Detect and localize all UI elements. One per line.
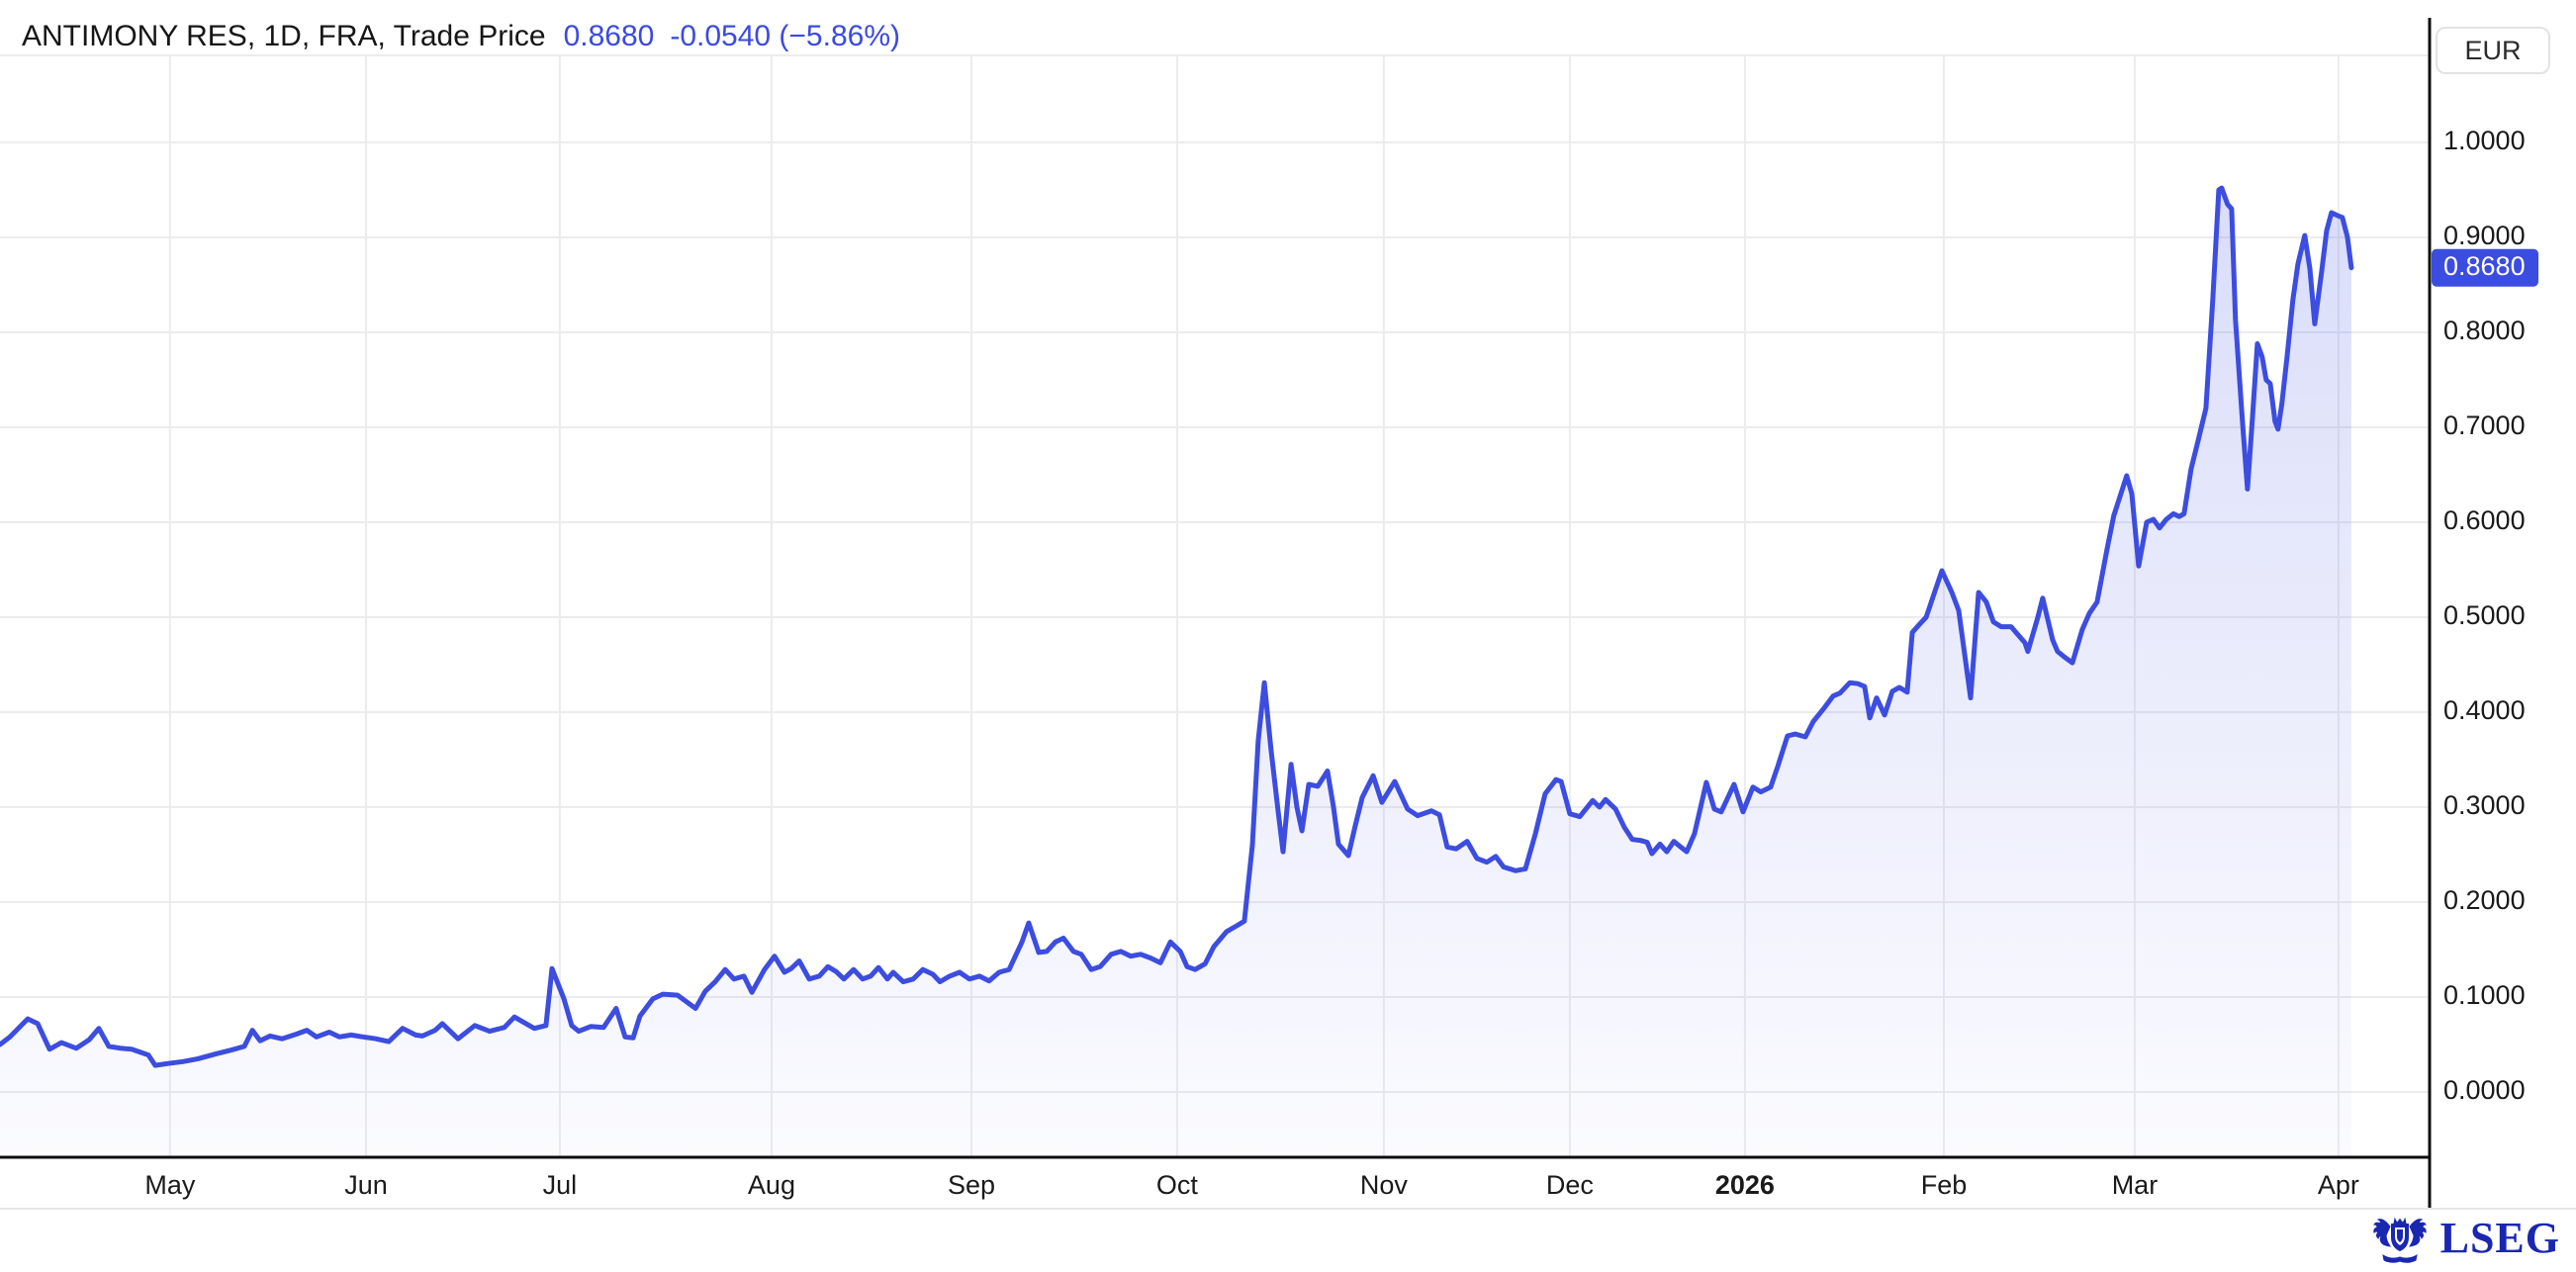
x-tick-label: Nov — [1360, 1170, 1409, 1200]
x-axis-labels: May Jun Jul Aug Sep Oct Nov Dec 2026 Feb Mar Apr — [144, 1170, 2359, 1200]
y-axis-labels: 0.0000 0.1000 0.2000 0.3000 0.4000 0.5000 0.60… — [2443, 126, 2526, 1105]
price-change-text: -0.0540 (−5.86%) — [670, 20, 900, 52]
chart-legend: ANTIMONY RES, 1D, FRA, Trade Price 0.8680… — [22, 20, 900, 53]
y-tick-label: 0.7000 — [2443, 410, 2526, 440]
y-tick-label: 0.0000 — [2443, 1075, 2526, 1105]
x-tick-label: Feb — [1921, 1170, 1968, 1200]
y-tick-label: 0.6000 — [2443, 505, 2526, 535]
currency-code: EUR — [2464, 35, 2522, 65]
currency-label: EUR — [2436, 27, 2550, 74]
y-tick-label: 1.0000 — [2443, 126, 2526, 155]
price-area-fill — [0, 188, 2351, 1158]
lseg-wordmark: LSEG — [2439, 1214, 2560, 1262]
x-tick-label: Apr — [2318, 1170, 2359, 1200]
y-tick-label: 0.2000 — [2443, 885, 2526, 915]
x-tick-label: Sep — [948, 1170, 995, 1200]
last-price-text: 0.8680 — [563, 20, 655, 52]
y-tick-label: 0.5000 — [2443, 600, 2526, 630]
instrument-title: ANTIMONY RES, 1D, FRA, Trade Price — [22, 20, 546, 52]
y-tick-label: 0.3000 — [2443, 790, 2526, 820]
x-tick-label: May — [144, 1170, 196, 1200]
lseg-logo: LSEG — [2369, 1213, 2560, 1264]
x-tick-label: Dec — [1546, 1170, 1594, 1200]
last-price-badge-label: 0.8680 — [2443, 251, 2526, 281]
price-line — [0, 185, 2354, 1068]
x-tick-label: Jun — [344, 1170, 388, 1200]
y-tick-label: 0.8000 — [2443, 316, 2526, 345]
x-tick-label: Jul — [543, 1170, 578, 1200]
x-tick-label: Oct — [1156, 1170, 1199, 1200]
x-tick-label: Aug — [748, 1170, 795, 1200]
x-tick-label: 2026 — [1715, 1170, 1775, 1200]
y-tick-label: 0.9000 — [2443, 221, 2526, 250]
y-tick-label: 0.1000 — [2443, 980, 2526, 1010]
lseg-crest-icon — [2372, 1217, 2427, 1263]
y-tick-label: 0.4000 — [2443, 695, 2526, 725]
x-tick-label: Mar — [2112, 1170, 2159, 1200]
last-price-badge — [2432, 248, 2538, 287]
